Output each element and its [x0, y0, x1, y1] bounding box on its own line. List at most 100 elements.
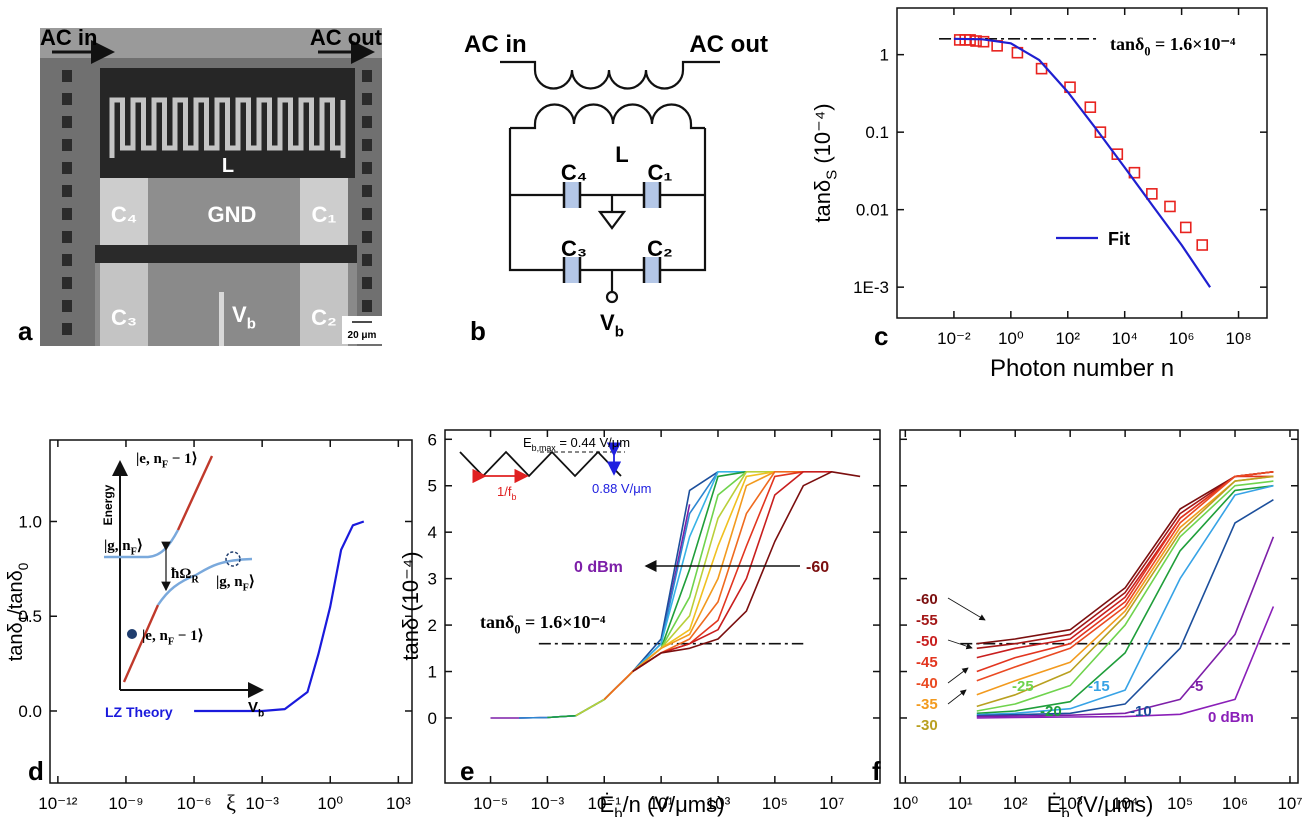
- state-label: |g, nF⟩: [216, 574, 255, 594]
- x-tick-label: 10⁻⁶: [177, 794, 212, 813]
- perforation: [362, 139, 372, 151]
- panel-label: a: [18, 316, 33, 346]
- y-axis-title-part: 1: [16, 615, 31, 623]
- series-label: LZ Theory: [105, 704, 173, 720]
- state-label-part: |e, n: [142, 628, 168, 644]
- x-tick-label: 10⁴: [1112, 329, 1138, 348]
- x-axis-title-part: Ė: [600, 792, 615, 817]
- annotation-part: b,max: [532, 443, 557, 453]
- perforation: [62, 277, 72, 289]
- reference-label: tanδ0 = 1.6×10⁻⁴: [480, 612, 606, 636]
- data-line: [633, 472, 832, 672]
- data-marker: [1085, 102, 1095, 112]
- reference-label: tanδ0 = 1.6×10⁻⁴: [1110, 34, 1236, 58]
- reference-label-part: tanδ: [480, 612, 514, 632]
- state-label: |e, nF − 1⟩: [136, 451, 197, 471]
- panel-label: b: [470, 316, 486, 346]
- series-label: -20: [1040, 703, 1062, 720]
- x-tick-label: 10²: [1003, 794, 1028, 813]
- annotation-part: = 0.44 V/μm: [556, 435, 630, 450]
- x-axis-title-part: b: [1061, 806, 1069, 817]
- y-tick-label: 0.01: [856, 201, 889, 220]
- data-line: [547, 472, 746, 718]
- x-tick-label: 10²: [1055, 329, 1080, 348]
- state-label-part: |g, n: [104, 538, 131, 554]
- y-tick-label: 0.1: [865, 123, 889, 142]
- state-label: |g, nF⟩: [104, 538, 143, 558]
- perforation: [362, 208, 372, 220]
- x-axis-title-part: (V/μms): [1070, 792, 1154, 817]
- ground-label: GND: [208, 202, 257, 227]
- splitting-label-part: R: [191, 575, 199, 586]
- state-label-part: − 1⟩: [174, 628, 203, 644]
- reference-label-part: = 1.6×10⁻⁴: [1150, 34, 1236, 54]
- y-axis-title-part: (10⁻⁴): [810, 103, 835, 169]
- x-tick-label: 10⁻³: [245, 794, 279, 813]
- series-label: -55: [916, 612, 938, 629]
- x-tick-label: 10⁰: [317, 794, 343, 813]
- perforation: [62, 208, 72, 220]
- inset-x-title-part: V: [248, 699, 258, 716]
- series-label: -35: [916, 696, 938, 713]
- c1-label: C₁: [312, 202, 337, 227]
- panel-label: e: [460, 756, 474, 786]
- y-axis-title-part: S: [824, 170, 841, 180]
- series-label: -40: [916, 675, 938, 692]
- vb-label-part: b: [247, 316, 256, 333]
- state-label-part: ⟩: [137, 538, 143, 554]
- capacitor: [564, 182, 580, 208]
- series-label: -60: [916, 591, 938, 608]
- vb-line: [219, 292, 224, 346]
- vb-node: [607, 292, 617, 302]
- y-tick-label: 1E-3: [853, 278, 889, 297]
- perforation: [62, 185, 72, 197]
- x-axis-title-part: /n (V/μms): [623, 792, 725, 817]
- scale-bar-label: 20 μm: [348, 330, 377, 341]
- perforation: [62, 139, 72, 151]
- circuit-loop: [510, 128, 705, 270]
- perforation: [62, 162, 72, 174]
- gap-band: [95, 245, 357, 263]
- data-marker: [1197, 240, 1207, 250]
- x-tick-label: 10⁻³: [531, 794, 565, 813]
- c4-label: C₄: [561, 160, 587, 185]
- perforation: [362, 300, 372, 312]
- secondary-coil: [510, 105, 705, 129]
- perforation: [62, 93, 72, 105]
- y-tick-label: 2: [428, 616, 437, 635]
- inset-y-title: Energy: [101, 484, 115, 525]
- series-label: -50: [916, 633, 938, 650]
- y-axis-title-part: tanδ: [5, 622, 27, 661]
- y-tick-label: 4: [428, 523, 437, 542]
- y-tick-label: 1.0: [18, 512, 42, 531]
- x-tick-label: 10⁻¹²: [38, 794, 78, 813]
- upper-branch: [178, 456, 212, 530]
- reference-label-part: tanδ: [1110, 34, 1144, 54]
- x-tick-label: 10³: [386, 794, 411, 813]
- annotation-part: b: [511, 492, 516, 502]
- state-label: |e, nF − 1⟩: [142, 628, 203, 648]
- y-tick-label: 6: [428, 430, 437, 449]
- x-tick-label: 10⁻⁵: [473, 794, 508, 813]
- ac-out-label: AC out: [689, 31, 768, 58]
- x-axis-title-part: b: [614, 806, 622, 817]
- annotation: 0 dBm: [574, 559, 623, 576]
- label-pointer: [948, 668, 968, 683]
- plot-frame: [445, 430, 880, 783]
- y-tick-label: 5: [428, 477, 437, 496]
- data-line: [194, 522, 364, 712]
- x-tick-label: 10⁰: [892, 794, 918, 813]
- state-marker: [127, 629, 137, 639]
- perforation: [362, 231, 372, 243]
- data-line: [576, 472, 775, 716]
- splitting-label: ħΩR: [171, 566, 199, 586]
- annotation-part: E: [523, 435, 532, 450]
- data-marker: [1165, 201, 1175, 211]
- y-tick-label: 3: [428, 570, 437, 589]
- series-label: -10: [1130, 703, 1152, 720]
- annotation: 1/fb: [497, 484, 516, 502]
- plot-frame: [900, 430, 1298, 783]
- ac-in-label: AC in: [464, 31, 527, 58]
- x-tick-label: 10⁷: [819, 794, 844, 813]
- panel-label: f: [872, 756, 881, 786]
